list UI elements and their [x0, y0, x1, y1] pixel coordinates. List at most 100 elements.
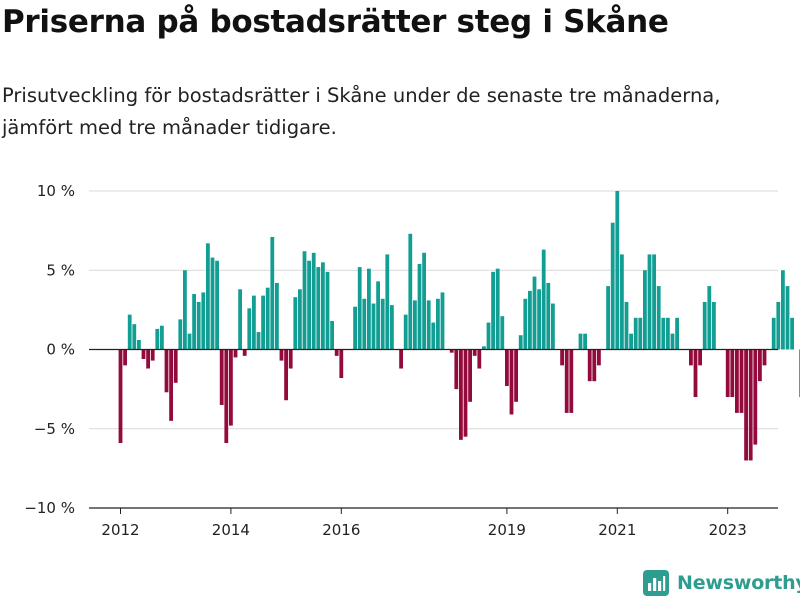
bar	[735, 349, 739, 413]
bar	[399, 349, 403, 369]
bar	[353, 306, 357, 350]
bar	[146, 349, 150, 369]
bar	[183, 270, 187, 350]
bar	[597, 349, 601, 366]
bar	[141, 349, 146, 360]
bar	[528, 290, 532, 350]
bar	[367, 268, 371, 350]
bar	[739, 349, 744, 413]
bar	[288, 349, 293, 369]
y-tick-label: 10 %	[37, 182, 75, 200]
x-tick-label: 2019	[488, 521, 526, 539]
chart-title: Priserna på bostadsrätter steg i Skåne	[2, 4, 669, 40]
bar	[169, 349, 173, 421]
bar	[298, 289, 302, 350]
bar	[293, 297, 298, 350]
bar	[491, 271, 495, 350]
bar	[196, 301, 201, 350]
bar	[652, 254, 656, 350]
bar	[523, 298, 528, 350]
bar	[551, 303, 555, 350]
bar	[408, 233, 413, 350]
bar	[730, 349, 735, 398]
bar	[339, 349, 344, 379]
bar	[656, 286, 661, 350]
bar	[541, 249, 546, 350]
bar	[472, 349, 477, 356]
bar	[758, 349, 762, 382]
newsworthy-brand: Newsworthy	[643, 568, 800, 598]
bar	[670, 333, 675, 350]
x-tick-label: 2012	[101, 521, 139, 539]
y-tick-label: 0 %	[46, 341, 75, 359]
bar	[689, 349, 693, 366]
bar	[178, 319, 183, 350]
bar	[256, 332, 261, 350]
bar	[564, 349, 569, 413]
bar	[707, 286, 712, 350]
bar	[426, 300, 431, 350]
bar	[403, 314, 408, 350]
bar	[325, 271, 330, 350]
bar	[785, 286, 790, 350]
bar	[229, 349, 233, 426]
bar	[620, 254, 624, 350]
x-tick-label: 2014	[212, 521, 250, 539]
grid-lines	[89, 190, 778, 430]
bar	[330, 320, 334, 350]
bar	[201, 292, 206, 350]
bar	[477, 349, 482, 369]
bar	[569, 349, 574, 413]
bar	[449, 349, 454, 353]
bar	[629, 333, 633, 350]
bar	[123, 349, 127, 366]
bar	[371, 303, 376, 350]
bar	[643, 270, 647, 350]
bar	[192, 294, 196, 350]
bar	[661, 317, 666, 350]
bar	[693, 349, 698, 398]
bar	[712, 301, 716, 350]
bar	[744, 349, 748, 461]
bar	[137, 339, 141, 350]
bar	[270, 236, 275, 350]
bar	[698, 349, 702, 366]
axes	[89, 348, 778, 514]
bar	[633, 317, 638, 350]
bar	[790, 317, 794, 350]
bar	[417, 263, 422, 350]
bar	[436, 298, 440, 350]
bar	[560, 349, 564, 366]
tick-labels: −10 % −5 % 0 % 5 % 10 % 2012 2014 2016 2019 2021 2…	[24, 182, 746, 539]
bar	[265, 287, 270, 350]
bar	[252, 295, 256, 350]
bar	[518, 335, 523, 350]
bar	[238, 289, 242, 350]
bar	[261, 295, 265, 350]
bar	[334, 349, 339, 356]
bar	[495, 268, 500, 350]
bar	[454, 349, 459, 390]
bar	[413, 300, 417, 350]
y-tick-label: −5 %	[34, 420, 75, 438]
bar	[247, 308, 252, 350]
bar	[509, 349, 514, 415]
bar	[753, 349, 758, 445]
bar	[482, 346, 486, 350]
bar	[440, 292, 445, 350]
bar	[233, 349, 238, 358]
bar	[307, 260, 311, 350]
brand-name: Newsworthy	[677, 572, 800, 594]
bar	[219, 349, 224, 405]
bar	[468, 349, 472, 402]
bar	[284, 349, 288, 401]
bar	[164, 349, 169, 393]
bar	[546, 282, 551, 350]
bar	[311, 252, 316, 350]
bar	[316, 267, 321, 350]
bar	[771, 317, 776, 350]
bar	[127, 314, 132, 350]
bar	[390, 305, 394, 350]
bar	[275, 282, 279, 350]
